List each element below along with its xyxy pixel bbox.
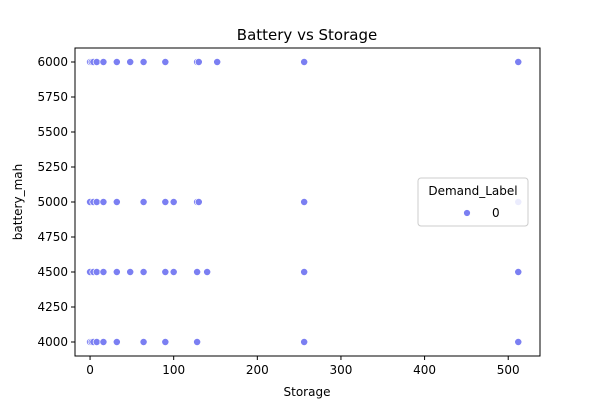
x-tick-label: 100 — [162, 363, 185, 377]
data-point — [139, 58, 148, 66]
y-tick-label: 5250 — [37, 160, 68, 174]
data-point — [300, 338, 309, 346]
data-point — [92, 338, 101, 346]
x-tick-label: 200 — [246, 363, 269, 377]
data-point — [514, 268, 523, 276]
x-tick-label: 400 — [413, 363, 436, 377]
data-point — [193, 338, 202, 346]
data-point — [213, 58, 222, 66]
x-tick-label: 500 — [497, 363, 520, 377]
data-point — [300, 268, 309, 276]
data-point — [139, 338, 148, 346]
data-point — [300, 58, 309, 66]
y-tick-label: 4750 — [37, 230, 68, 244]
data-point — [161, 198, 170, 206]
x-tick-label: 0 — [86, 363, 94, 377]
data-point — [99, 338, 108, 346]
x-tick-label: 300 — [330, 363, 353, 377]
y-tick-label: 5000 — [37, 195, 68, 209]
y-tick-label: 4500 — [37, 265, 68, 279]
legend-frame — [417, 177, 529, 227]
data-point — [126, 268, 135, 276]
data-point — [169, 198, 178, 206]
data-point — [92, 268, 101, 276]
data-point — [99, 58, 108, 66]
y-axis-ticks: 4000 4250 4500 4750 5000 5250 5500 5750 6000 — [37, 55, 75, 349]
y-tick-label: 4250 — [37, 300, 68, 314]
data-point — [161, 58, 170, 66]
data-point — [112, 338, 121, 346]
data-point — [194, 58, 203, 66]
data-point — [161, 338, 170, 346]
chart-title: Battery vs Storage — [237, 26, 377, 44]
data-point — [99, 268, 108, 276]
y-tick-label: 5500 — [37, 125, 68, 139]
data-point — [99, 198, 108, 206]
legend: Demand_Label 0 — [417, 177, 529, 227]
x-axis-label: Storage — [284, 385, 331, 399]
data-point — [169, 268, 178, 276]
x-axis-ticks: 0 100 200 300 400 500 — [86, 356, 520, 377]
legend-marker — [463, 209, 471, 217]
data-point — [126, 58, 135, 66]
data-point — [139, 268, 148, 276]
data-point — [112, 58, 121, 66]
data-point — [139, 198, 148, 206]
data-point — [300, 198, 309, 206]
data-point — [194, 198, 203, 206]
y-tick-label: 5750 — [37, 90, 68, 104]
data-point — [514, 338, 523, 346]
legend-entry-label: 0 — [492, 206, 500, 220]
data-points — [86, 58, 523, 346]
data-point — [161, 268, 170, 276]
legend-title: Demand_Label — [428, 184, 517, 198]
y-tick-label: 4000 — [37, 335, 68, 349]
data-point — [514, 58, 523, 66]
data-point — [92, 198, 101, 206]
data-point — [203, 268, 212, 276]
y-tick-label: 6000 — [37, 55, 68, 69]
y-axis-label: battery_mah — [11, 164, 25, 240]
data-point — [193, 268, 202, 276]
data-point — [112, 198, 121, 206]
data-point — [112, 268, 121, 276]
data-point — [92, 58, 101, 66]
